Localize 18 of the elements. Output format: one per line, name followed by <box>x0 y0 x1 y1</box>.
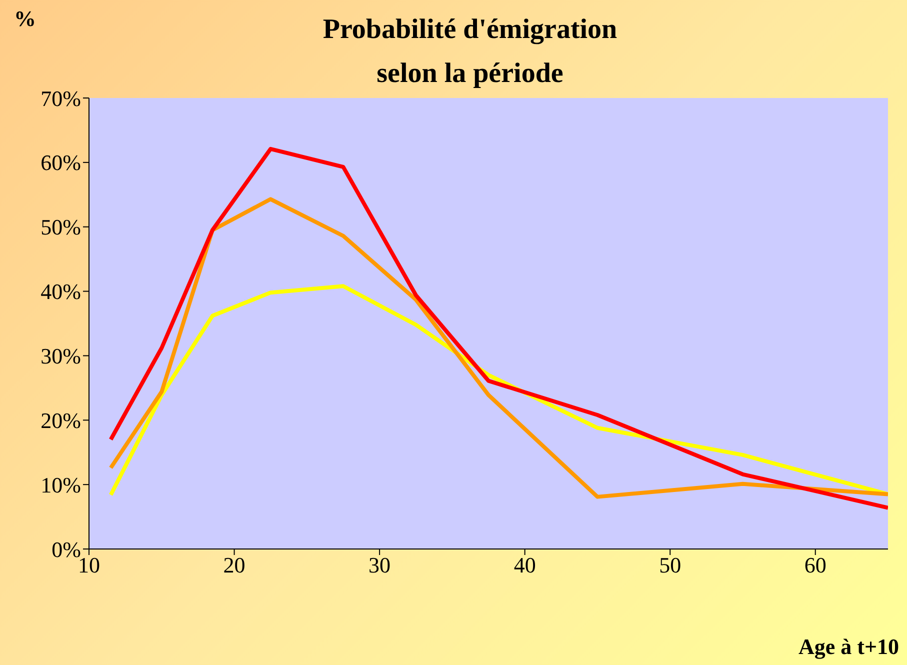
x-tick-label: 30 <box>368 552 391 578</box>
y-tick-label: 50% <box>40 214 81 240</box>
y-tick-label: 60% <box>40 150 81 176</box>
x-tick-label: 50 <box>659 552 682 578</box>
y-tick-label: 20% <box>40 408 81 433</box>
x-tick-label: 60 <box>804 552 826 578</box>
line-series <box>108 146 888 510</box>
y-tick-label: 30% <box>40 344 81 369</box>
y-tick-label: 0% <box>52 536 81 562</box>
chart-title: Probabilité d'émigration selon la période <box>322 13 618 91</box>
y-tick-label: 10% <box>40 472 81 498</box>
y-tick-label: 40% <box>40 279 81 304</box>
y-axis-title: % <box>14 6 36 32</box>
x-axis-title: Age à t+10 <box>798 634 899 660</box>
x-tick-label: 20 <box>223 552 246 578</box>
x-tick-label: 40 <box>514 552 536 578</box>
line-series <box>108 197 888 499</box>
y-tick-label: 70% <box>40 86 81 111</box>
